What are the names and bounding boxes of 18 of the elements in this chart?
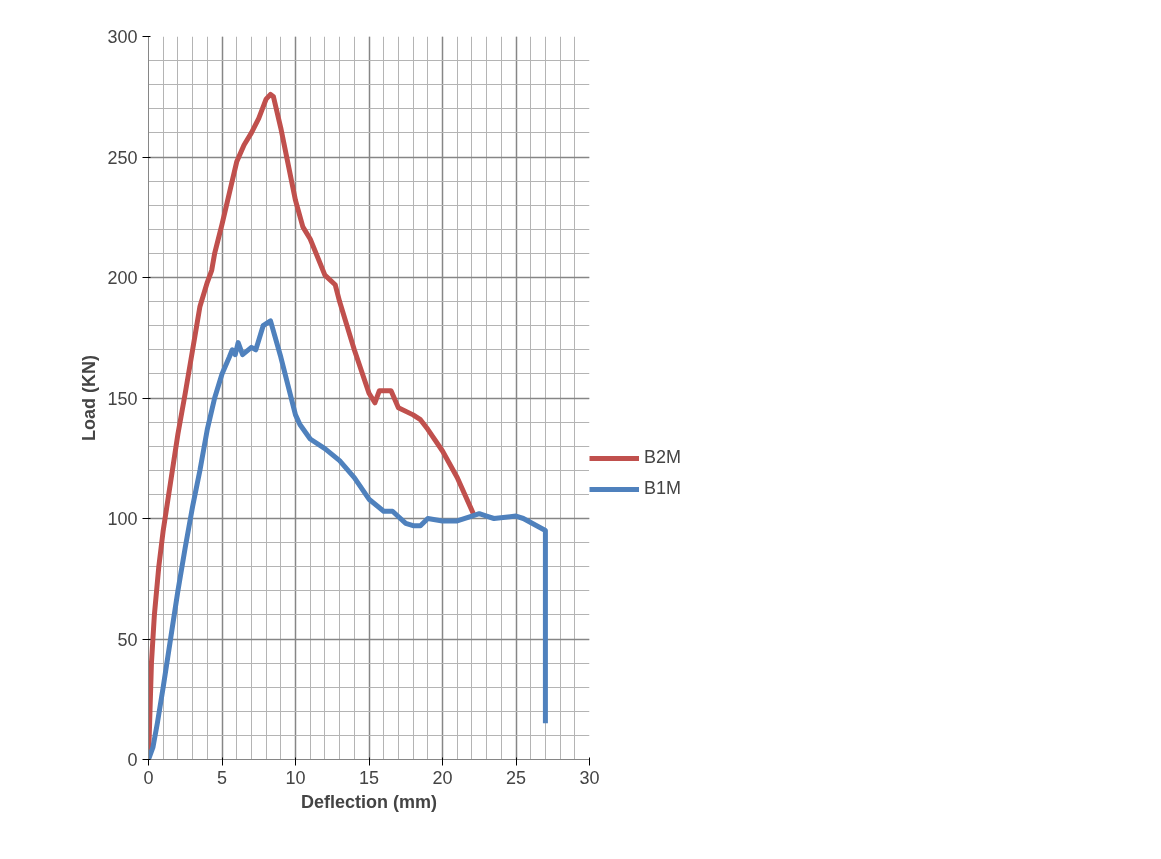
x-tick-label: 15 xyxy=(358,767,380,788)
y-tick-label: 50 xyxy=(117,629,138,650)
y-axis-title: Load (KN) xyxy=(79,355,100,441)
y-tick-label: 250 xyxy=(107,147,138,168)
x-tick-label: 0 xyxy=(143,767,154,788)
x-axis-title: Deflection (mm) xyxy=(300,791,438,812)
y-tick-label: 200 xyxy=(107,268,138,288)
x-tick-label: 20 xyxy=(432,767,453,788)
y-tick-label: 0 xyxy=(127,750,138,770)
x-tick-label: 5 xyxy=(216,767,228,788)
x-tick-label: 25 xyxy=(505,767,527,788)
x-tick-label: 30 xyxy=(579,767,600,788)
legend-label: B2M xyxy=(644,447,682,468)
x-tick-label: 10 xyxy=(285,767,306,788)
legend-label: B1M xyxy=(644,478,682,499)
y-tick-label: 150 xyxy=(107,388,138,409)
y-tick-label: 300 xyxy=(107,27,138,47)
y-tick-label: 100 xyxy=(107,509,138,529)
